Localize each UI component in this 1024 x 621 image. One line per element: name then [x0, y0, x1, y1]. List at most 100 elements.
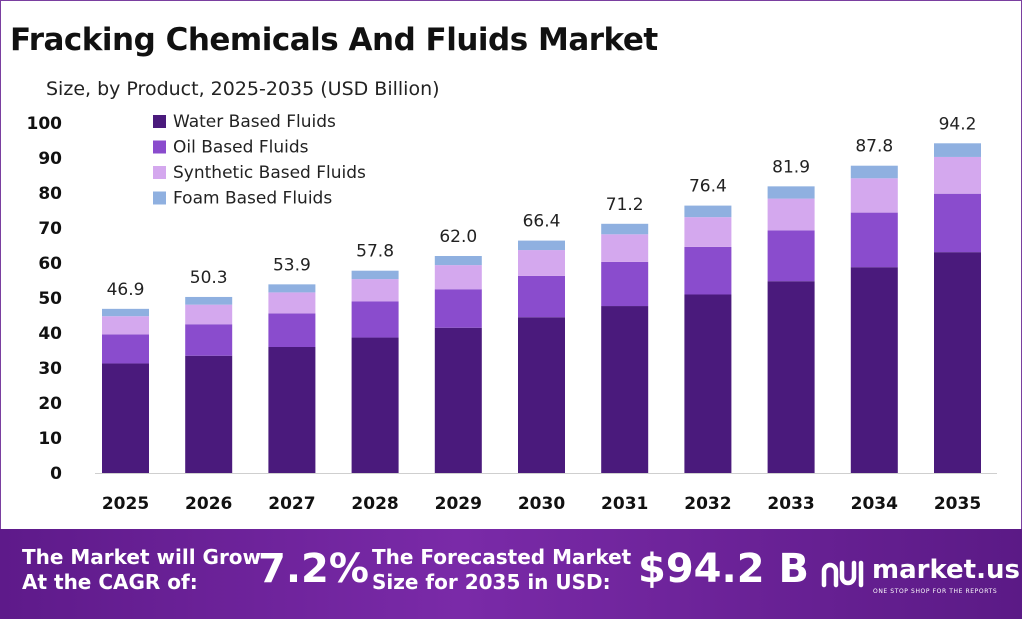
- legend-swatch-water: [153, 115, 166, 128]
- y-tick-label: 10: [38, 429, 62, 449]
- forecast-value: $94.2 B: [638, 546, 809, 592]
- chart-title: Fracking Chemicals And Fluids Market: [10, 22, 658, 58]
- bar-segment-foam: [684, 205, 732, 218]
- bar-total-label: 46.9: [107, 280, 145, 300]
- bar-total-label: 50.3: [190, 268, 228, 288]
- legend-label: Foam Based Fluids: [173, 189, 332, 209]
- y-tick-label: 90: [38, 149, 62, 169]
- x-tick-label: 2030: [518, 494, 565, 514]
- y-tick-label: 60: [38, 254, 62, 274]
- bar-total-label: 57.8: [356, 242, 394, 262]
- bar-segment-synthetic: [434, 265, 482, 290]
- bar-segment-foam: [102, 308, 149, 317]
- x-tick-label: 2025: [102, 494, 149, 514]
- x-tick-label: 2028: [351, 494, 398, 514]
- bar-segment-foam: [268, 284, 316, 293]
- bar-total-label: 81.9: [772, 157, 810, 177]
- bar-segment-oil: [185, 324, 233, 356]
- bar-total-label: 76.4: [689, 177, 727, 197]
- bar-segment-water: [518, 317, 565, 473]
- legend-swatch-oil: [153, 140, 166, 154]
- bar-segment-water: [767, 281, 815, 473]
- x-tick-label: 2029: [435, 494, 482, 514]
- bar-segment-oil: [268, 313, 316, 347]
- bar-segment-water: [934, 252, 981, 473]
- bar-segment-foam: [351, 270, 399, 280]
- bar-segment-water: [185, 355, 233, 473]
- bar-segment-oil: [850, 212, 898, 268]
- footer-banner: The Market will Grow At the CAGR of: 7.2…: [0, 529, 1022, 619]
- bar-total-label: 94.2: [939, 114, 977, 134]
- x-tick-label: 2027: [268, 494, 315, 514]
- y-tick-label: 30: [38, 359, 62, 379]
- bar-segment-foam: [185, 296, 233, 305]
- bar-segment-foam: [601, 223, 649, 235]
- cagr-label-line2: At the CAGR of:: [22, 570, 198, 594]
- bar-total-label: 87.8: [855, 137, 893, 157]
- x-tick-label: 2032: [684, 494, 731, 514]
- bar-segment-foam: [767, 186, 815, 199]
- bar-total-label: 62.0: [439, 227, 477, 247]
- bar-segment-water: [601, 306, 649, 473]
- x-tick-label: 2026: [185, 494, 232, 514]
- forecast-label-line1: The Forecasted Market: [372, 545, 632, 569]
- bar-segment-oil: [518, 275, 565, 318]
- bar-segment-synthetic: [767, 198, 815, 231]
- bar-segment-oil: [684, 246, 732, 295]
- y-tick-label: 0: [50, 464, 62, 484]
- y-tick-label: 80: [38, 184, 62, 204]
- cagr-value: 7.2%: [258, 546, 369, 592]
- legend-label: Oil Based Fluids: [173, 138, 309, 158]
- y-tick-label: 50: [38, 289, 62, 309]
- bar-segment-oil: [434, 289, 482, 328]
- bar-segment-foam: [850, 165, 898, 179]
- bar-total-label: 53.9: [273, 255, 311, 275]
- y-tick-label: 100: [27, 114, 63, 134]
- brand-tagline: ONE STOP SHOP FOR THE REPORTS: [873, 588, 998, 595]
- bar-segment-synthetic: [684, 217, 732, 247]
- chart-subtitle: Size, by Product, 2025-2035 (USD Billion…: [46, 78, 440, 100]
- cagr-label: The Market will Grow At the CAGR of:: [22, 545, 261, 595]
- cagr-label-line1: The Market will Grow: [22, 545, 262, 569]
- bar-segment-water: [102, 363, 149, 473]
- bar-segment-water: [850, 267, 898, 473]
- bar-segment-water: [684, 294, 732, 473]
- bar-segment-water: [434, 327, 482, 473]
- x-tick-label: 2034: [851, 494, 898, 514]
- brand-name: market.us: [872, 555, 1020, 585]
- legend-swatch-synthetic: [153, 166, 166, 179]
- bar-total-label: 66.4: [523, 212, 561, 232]
- bar-segment-oil: [767, 230, 815, 282]
- forecast-label: The Forecasted Market Size for 2035 in U…: [372, 545, 631, 595]
- bar-segment-foam: [518, 240, 565, 251]
- bar-segment-foam: [934, 143, 981, 157]
- bar-segment-synthetic: [601, 234, 649, 262]
- stacked-bar-chart: 010203040506070809010046.9202550.3202653…: [27, 112, 997, 514]
- bar-segment-water: [268, 347, 316, 473]
- bar-segment-foam: [434, 256, 482, 266]
- x-tick-label: 2033: [767, 494, 814, 514]
- bar-segment-synthetic: [268, 292, 316, 314]
- bar-segment-oil: [934, 193, 981, 253]
- bar-segment-water: [351, 337, 399, 473]
- bar-segment-synthetic: [850, 178, 898, 213]
- bar-segment-oil: [601, 261, 649, 307]
- y-tick-label: 20: [38, 394, 62, 414]
- bar-segment-synthetic: [185, 304, 233, 325]
- bar-total-label: 71.2: [606, 195, 644, 215]
- legend-swatch-foam: [153, 191, 166, 205]
- y-tick-label: 40: [38, 324, 62, 344]
- bar-segment-synthetic: [518, 250, 565, 276]
- bar-segment-synthetic: [934, 156, 981, 194]
- legend-label: Synthetic Based Fluids: [173, 163, 366, 183]
- y-tick-label: 70: [38, 219, 62, 239]
- x-tick-label: 2035: [934, 494, 981, 514]
- bar-segment-oil: [351, 301, 399, 338]
- x-tick-label: 2031: [601, 494, 648, 514]
- market-us-logo-icon: [821, 560, 864, 588]
- bar-segment-synthetic: [351, 279, 399, 302]
- legend-label: Water Based Fluids: [173, 112, 336, 132]
- bar-segment-synthetic: [102, 316, 149, 335]
- bar-segment-oil: [102, 334, 149, 364]
- forecast-label-line2: Size for 2035 in USD:: [372, 570, 611, 594]
